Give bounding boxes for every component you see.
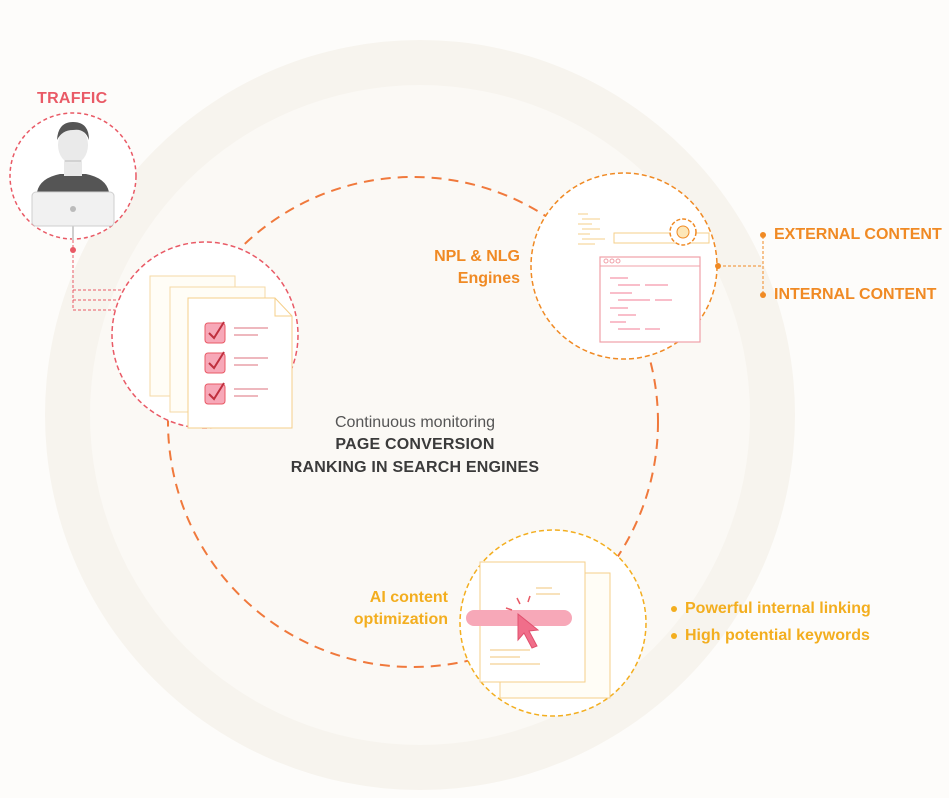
ai-label: AI content optimization [336, 587, 448, 631]
internal-content-label: INTERNAL CONTENT [774, 286, 937, 303]
bullet-icon [671, 633, 677, 639]
center-caption-line1: Continuous monitoring [334, 414, 496, 431]
engines-label-line1: NPL & NLG [434, 248, 520, 265]
engines-label: NPL & NLG Engines [428, 246, 520, 290]
center-caption-line3: RANKING IN SEARCH ENGINES [290, 459, 540, 476]
gear-icon [669, 218, 697, 246]
cycle-ring [167, 176, 659, 668]
checklist-documents-icon [149, 275, 293, 429]
ai-benefit-label: Powerful internal linking [685, 600, 871, 617]
center-caption: Continuous monitoring PAGE CONVERSION RA… [250, 412, 580, 479]
connector-dot [70, 247, 76, 253]
external-content-label: EXTERNAL CONTENT [774, 226, 942, 243]
ai-benefit-item: Powerful internal linking [671, 600, 871, 618]
ai-benefit-label: High potential keywords [685, 627, 870, 644]
ai-benefit-item: High potential keywords [671, 627, 870, 645]
internal-content-item: INTERNAL CONTENT [760, 286, 936, 304]
ai-label-line2: optimization [353, 611, 448, 628]
ai-label-line1: AI content [369, 589, 448, 606]
external-content-item: EXTERNAL CONTENT [760, 226, 942, 244]
code-window-icon [578, 213, 710, 343]
user-with-laptop-icon [31, 122, 115, 240]
center-caption-line2: PAGE CONVERSION [335, 436, 495, 453]
cursor-window-icon [466, 561, 611, 699]
traffic-node [9, 112, 137, 240]
engines-node [530, 172, 718, 360]
bullet-icon [671, 606, 677, 612]
engines-label-line2: Engines [457, 270, 520, 287]
content-connector [718, 236, 764, 296]
connector-dot [715, 263, 721, 269]
checklist-node [111, 241, 299, 429]
traffic-label: TRAFFIC [37, 90, 108, 107]
ai-node [459, 529, 647, 717]
bullet-icon [760, 292, 766, 298]
bullet-icon [760, 232, 766, 238]
